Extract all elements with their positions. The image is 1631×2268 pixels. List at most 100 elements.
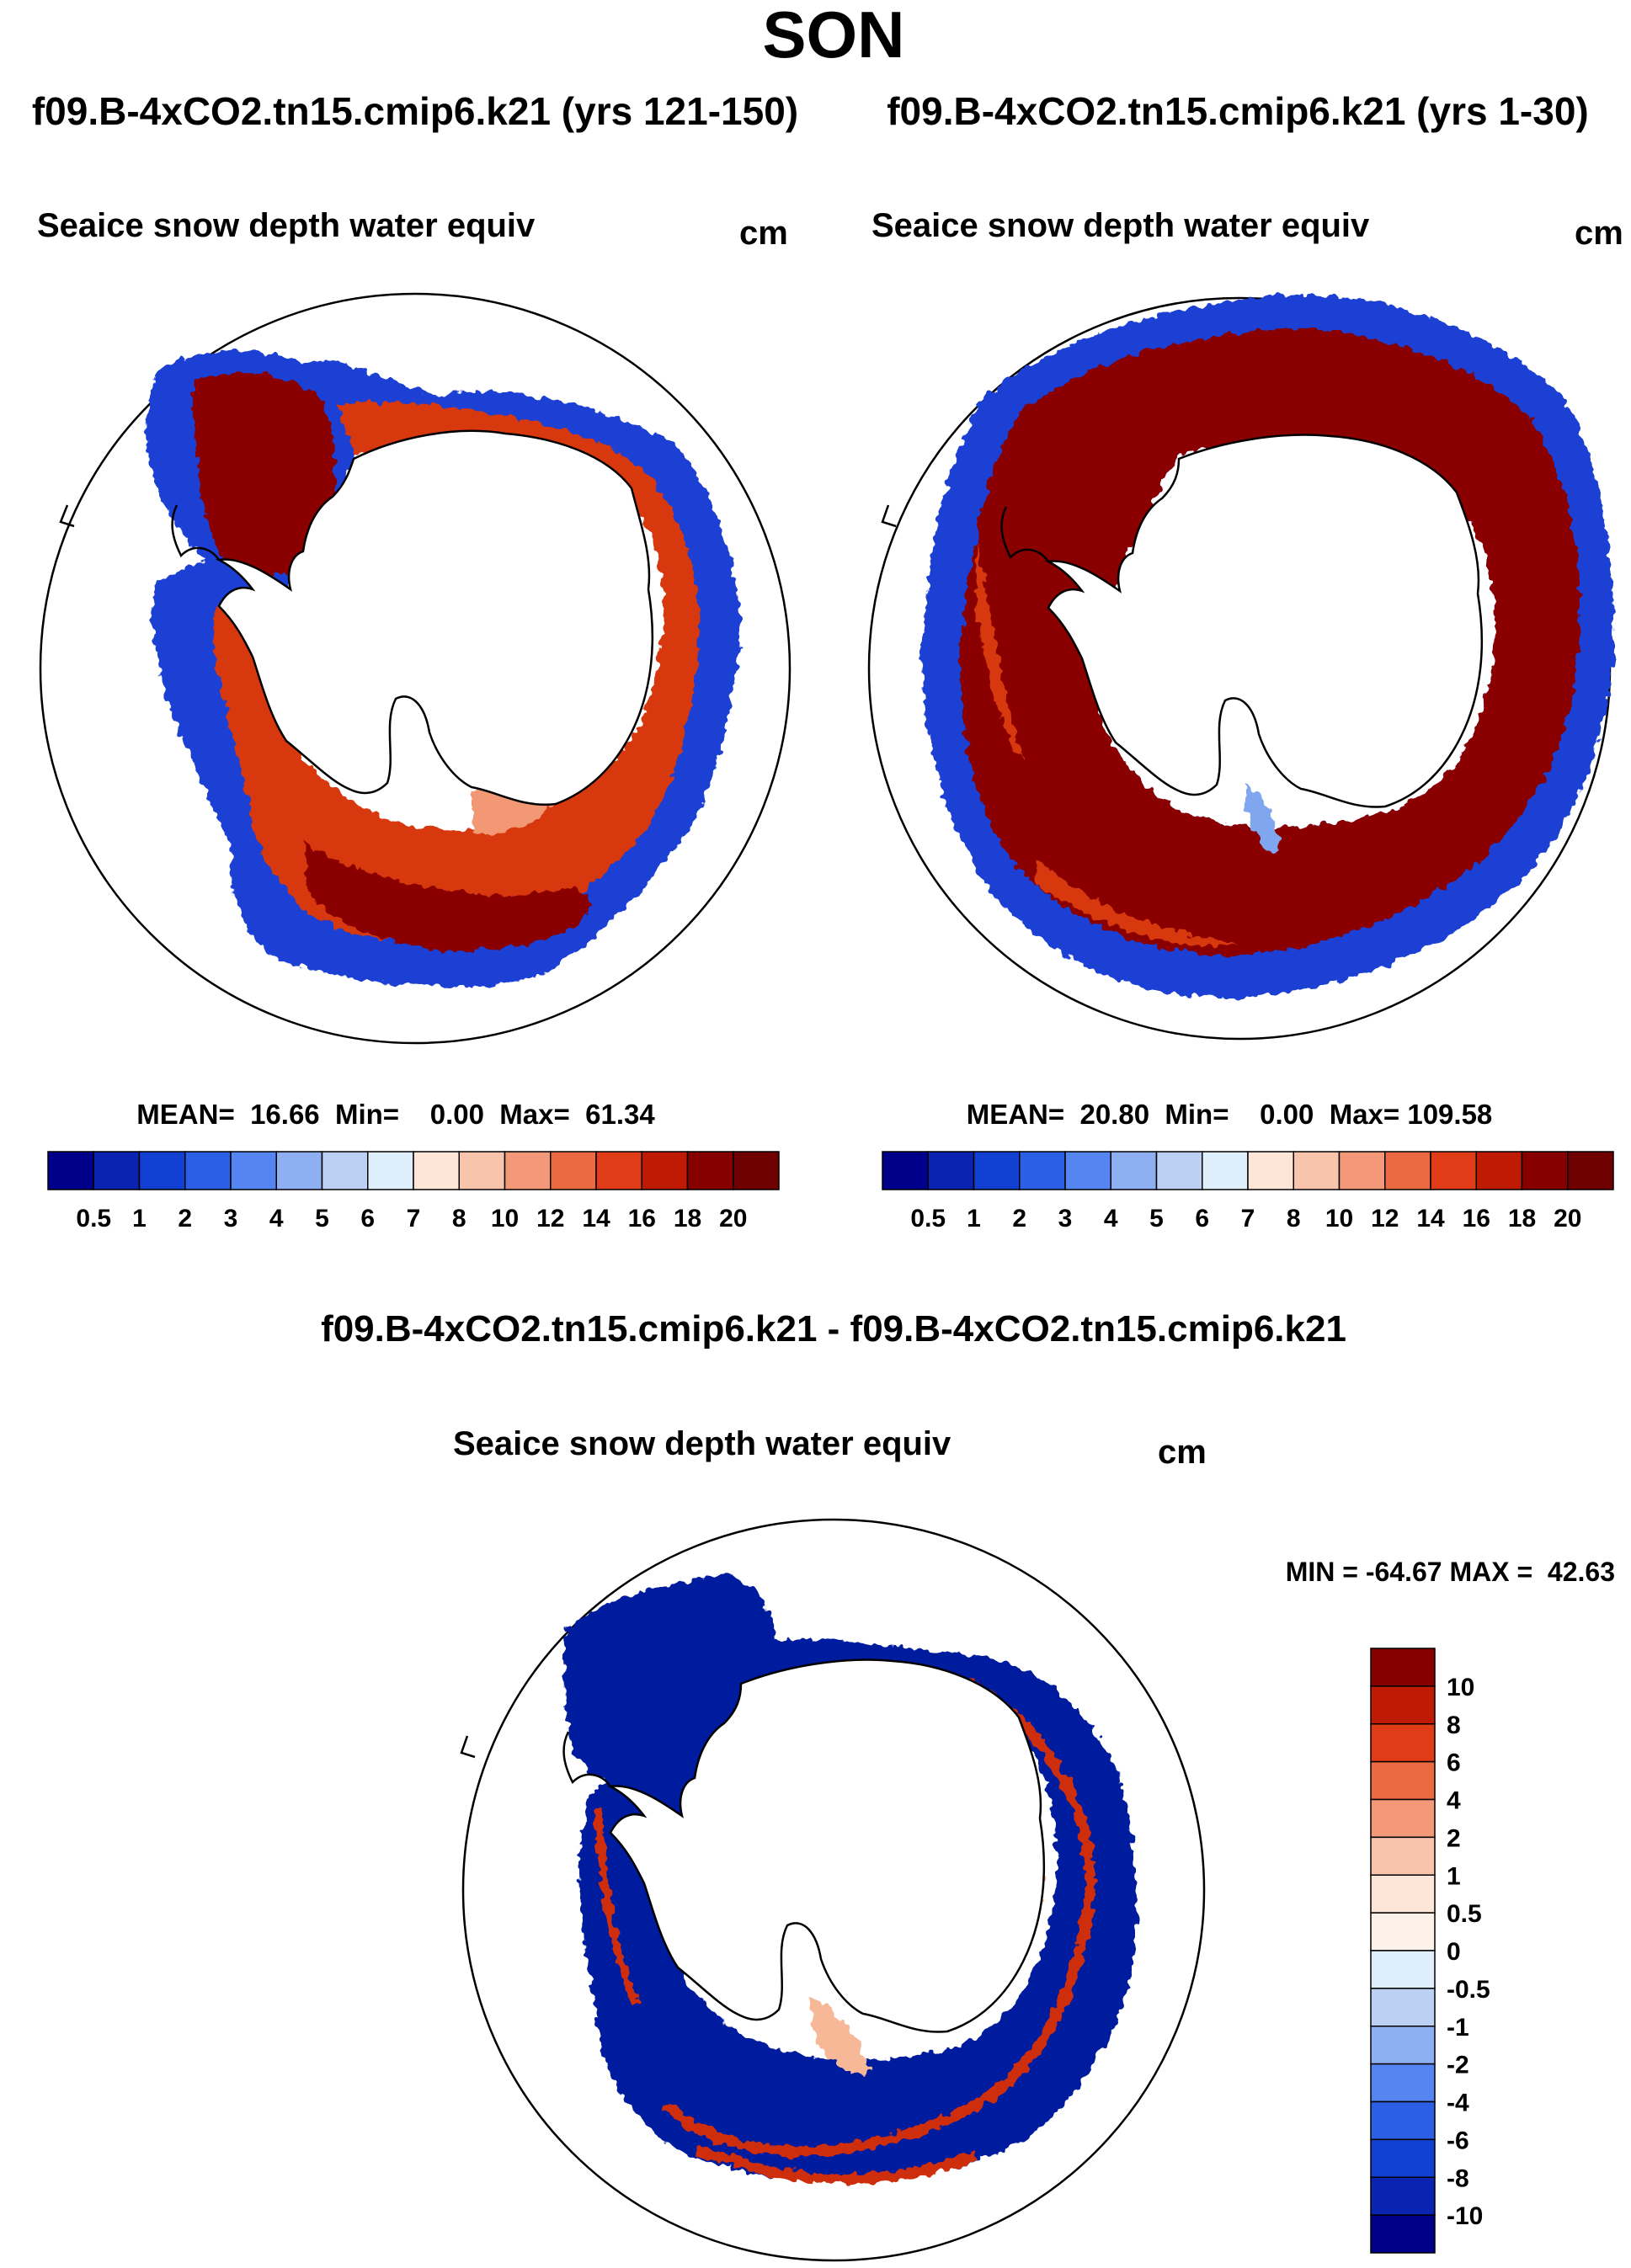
- panel2-colorbar-tick-label: 4: [1104, 1205, 1118, 1232]
- difference-colorbar-swatch: [1370, 1950, 1436, 1989]
- panel1-map: [39, 292, 792, 1045]
- panel1-colorbar-tick-label: 1: [132, 1205, 147, 1232]
- difference-colorbar-swatch: [1370, 2100, 1436, 2141]
- difference-colorbar-tick-label: -6: [1447, 2127, 1469, 2154]
- panel2-stats: MEAN= 20.80 Min= 0.00 Max= 109.58: [967, 1099, 1493, 1130]
- panel1-colorbar-tick-label: 2: [178, 1205, 192, 1232]
- panel1-colorbar-tick-label: 8: [452, 1205, 466, 1232]
- panel1-colorbar-swatch: [367, 1151, 414, 1190]
- panel1-colorbar-swatch: [321, 1151, 369, 1190]
- difference-colorbar-swatch: [1370, 1798, 1436, 1839]
- difference-colorbar-swatch: [1370, 1988, 1436, 2027]
- panel1-stats: MEAN= 16.66 Min= 0.00 Max= 61.34: [136, 1099, 655, 1130]
- panel1-colorbar-tick-label: 18: [674, 1205, 701, 1232]
- panel1-colorbar-tick-label: 16: [628, 1205, 656, 1232]
- panel2-colorbar-swatch: [1247, 1151, 1294, 1190]
- panel2-colorbar-swatch: [1384, 1151, 1431, 1190]
- panel1-colorbar-swatch: [550, 1151, 597, 1190]
- panel1-colorbar-swatch: [413, 1151, 460, 1190]
- panel1-colorbar-swatch: [686, 1151, 734, 1190]
- panel1-colorbar-swatch: [458, 1151, 506, 1190]
- panel2-colorbar-swatch: [1475, 1151, 1523, 1190]
- panel1-colorbar-swatch: [504, 1151, 552, 1190]
- panel1-colorbar-tick-label: 3: [224, 1205, 238, 1232]
- panel2-colorbar-swatch: [1064, 1151, 1111, 1190]
- panel1-sea-ice-field: [147, 350, 741, 987]
- panel2-colorbar-swatch: [1019, 1151, 1066, 1190]
- difference-colorbar-tick-label: -0.5: [1447, 1976, 1490, 2004]
- panel1-colorbar-swatch: [184, 1151, 232, 1190]
- panel2-colorbar-swatch: [1338, 1151, 1386, 1190]
- panel2-colorbar-tick-label: 10: [1325, 1205, 1353, 1232]
- panel1-colorbar-swatch: [93, 1151, 141, 1190]
- panel2-colorbar-tick-label: 14: [1416, 1205, 1445, 1232]
- panel2-colorbar-tick-label: 20: [1554, 1205, 1581, 1232]
- difference-peninsula: [460, 1731, 612, 1787]
- panel2-units-label: cm: [1575, 215, 1623, 252]
- difference-colorbar-tick-label: -2: [1447, 2052, 1469, 2079]
- difference-colorbar-tick-label: -4: [1447, 2090, 1469, 2117]
- panel2-map: [867, 295, 1614, 1041]
- panel1-colorbar-tick-label: 14: [582, 1205, 610, 1232]
- difference-variable-label: Seaice snow depth water equiv: [453, 1425, 951, 1462]
- difference-minmax: MIN = -64.67 MAX = 42.63: [1286, 1557, 1615, 1587]
- panel2-colorbar-swatch: [1110, 1151, 1158, 1190]
- difference-colorbar-tick-label: 1: [1447, 1862, 1461, 1890]
- difference-colorbar-tick-label: 0: [1447, 1938, 1461, 1966]
- panel1-colorbar-swatch: [275, 1151, 323, 1190]
- panel2-colorbar-swatch: [927, 1151, 975, 1190]
- panel1-colorbar-swatch: [595, 1151, 642, 1190]
- panel2-sea-ice-field: [922, 295, 1614, 998]
- difference-colorbar-swatch: [1370, 1648, 1436, 1687]
- difference-colorbar: 10 8 6 4 2 1 0.5 0 -0.5 -1 -2 -4 -6 -8 -10: [1370, 1648, 1490, 2254]
- panel2-peninsula: [881, 504, 1050, 562]
- difference-colorbar-tick-label: 10: [1447, 1674, 1474, 1701]
- panel2-colorbar-tick-label: 12: [1371, 1205, 1399, 1232]
- panel2-colorbar-tick-label: 18: [1508, 1205, 1536, 1232]
- difference-colorbar-tick-label: 2: [1447, 1824, 1461, 1852]
- panel2-colorbar-tick-label: 8: [1287, 1205, 1301, 1232]
- panel1-colorbar-tick-label: 12: [536, 1205, 564, 1232]
- season-title: SON: [762, 0, 904, 72]
- difference-colorbar-swatch: [1370, 1836, 1436, 1876]
- panel2-colorbar-tick-label: 3: [1058, 1205, 1073, 1232]
- difference-colorbar-tick-label: -1: [1447, 2014, 1469, 2042]
- difference-colorbar-swatch: [1370, 1760, 1436, 1801]
- panel2-colorbar-swatch: [1567, 1151, 1614, 1190]
- panel1-units-label: cm: [739, 215, 788, 252]
- panel2-case-title: f09.B-4xCO2.tn15.cmip6.k21 (yrs 1-30): [887, 89, 1589, 133]
- difference-colorbar-swatch: [1370, 1912, 1436, 1951]
- panel1-colorbar-tick-label: 6: [360, 1205, 375, 1232]
- difference-colorbar-swatch: [1370, 2026, 1436, 2065]
- difference-colorbar-swatch: [1370, 1685, 1436, 1725]
- difference-antarctica-coastline: [606, 1658, 1046, 2033]
- panel1-colorbar-swatch: [47, 1151, 94, 1190]
- panel1-colorbar-tick-label: 4: [269, 1205, 284, 1232]
- panel1-colorbar-swatch: [641, 1151, 689, 1190]
- panel2-colorbar: 0.5 1 2 3 4 5 6 7 8 10 12 14 16 18 20: [882, 1151, 1614, 1232]
- difference-map: [460, 1518, 1206, 2262]
- panel2-antarctica-coastline: [1044, 434, 1484, 808]
- panel2-colorbar-swatch: [1293, 1151, 1341, 1190]
- panel2-colorbar-swatch: [1521, 1151, 1569, 1190]
- panel2-colorbar-swatch: [1202, 1151, 1249, 1190]
- difference-colorbar-tick-label: 8: [1447, 1712, 1461, 1739]
- panel2-colorbar-swatch: [1155, 1151, 1203, 1190]
- difference-units-label: cm: [1158, 1434, 1207, 1471]
- difference-title: f09.B-4xCO2.tn15.cmip6.k21 - f09.B-4xCO2…: [321, 1308, 1346, 1350]
- panel1-colorbar-swatch: [138, 1151, 186, 1190]
- panel1-peninsula: [59, 504, 221, 561]
- panel2-colorbar-tick-label: 2: [1012, 1205, 1026, 1232]
- panel1-colorbar-tick-label: 0.5: [76, 1205, 111, 1232]
- difference-colorbar-tick-label: 6: [1447, 1749, 1461, 1777]
- panel1-antarctica-coastline: [215, 429, 654, 807]
- panel2-colorbar-tick-label: 16: [1463, 1205, 1490, 1232]
- difference-colorbar-tick-label: 0.5: [1447, 1900, 1482, 1928]
- panel2-colorbar-tick-label: 0.5: [910, 1205, 946, 1232]
- panel1-colorbar-tick-label: 20: [719, 1205, 747, 1232]
- difference-colorbar-tick-label: 4: [1447, 1787, 1461, 1815]
- panel1-colorbar-tick-label: 10: [491, 1205, 519, 1232]
- panel1-colorbar-tick-label: 7: [407, 1205, 421, 1232]
- difference-colorbar-swatch: [1370, 1874, 1436, 1914]
